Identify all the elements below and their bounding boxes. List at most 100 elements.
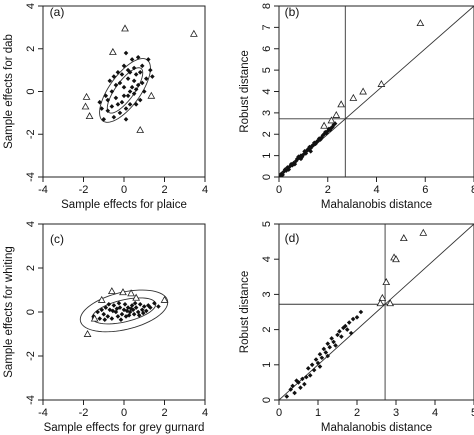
data-point [282,167,288,172]
data-point [111,303,117,308]
data-point [309,362,315,368]
outlier-point [83,329,92,337]
data-point [339,334,344,339]
data-point [125,93,131,99]
x-axis-title: Mahalanobis distance [321,199,432,211]
data-point [117,80,123,86]
data-point [315,360,321,366]
data-point [119,99,125,105]
data-point [110,308,116,314]
panel-label: (d) [285,231,300,245]
data-point [292,390,297,396]
data-point [139,63,145,69]
data-point [304,374,309,380]
outlier-point [419,228,428,236]
y-tick-label: 2 [25,46,37,52]
data-point [327,344,332,350]
data-point [304,147,310,153]
data-point [109,104,115,109]
y-tick-label: 1 [261,153,273,159]
outlier-point [136,125,145,133]
data-point [131,65,137,71]
data-point [99,106,105,111]
data-point [329,125,334,131]
panel-label: (a) [50,5,65,19]
x-tick-label: 8 [471,184,474,196]
data-point [111,74,117,79]
data-point [341,325,346,331]
x-tick-label: 3 [393,407,399,419]
y-tick-label: 7 [261,24,273,30]
outlier-point [189,29,198,37]
data-point [117,110,123,116]
y-axis-title: Robust distance [239,271,251,353]
outlier-point [327,116,336,124]
data-point [294,156,300,162]
plot-area [279,6,474,177]
data-point [137,302,143,307]
x-axis-title: Sample effects for plaice [61,199,187,211]
data-point [127,102,133,107]
data-point [125,67,131,73]
y-tick-label: 5 [261,67,273,73]
data-point [307,373,313,378]
data-point [321,346,327,352]
data-point [331,339,336,345]
x-tick-label: 0 [121,184,127,196]
outlier-point [416,19,425,27]
data-point [141,304,147,309]
data-point [148,67,153,73]
outlier-point [90,314,99,322]
data-point [128,306,134,311]
plot-frame [42,5,206,178]
data-point [130,307,136,313]
outlier-point [378,293,387,301]
data-point [335,332,340,338]
data-point [111,114,117,120]
data-point [284,394,290,399]
data-point [146,57,151,62]
data-point [131,311,137,317]
panel-label: (c) [50,232,64,246]
plot-area [81,24,198,133]
data-point [97,316,102,321]
data-point [121,93,127,99]
data-point [109,316,115,321]
data-point [329,336,334,341]
data-point [141,89,147,94]
data-point [133,305,139,310]
data-point [123,50,129,56]
data-point [300,376,305,382]
data-point [126,313,132,318]
data-point [327,127,333,133]
data-point [113,82,119,88]
data-point [143,308,149,314]
data-point [99,307,105,313]
x-tick-label: 4 [373,184,379,196]
outlier-point [376,299,385,307]
x-tick-label: 1 [315,407,321,419]
data-point [103,305,109,310]
data-point [156,304,161,309]
data-point [136,313,142,318]
panel-d: 0 1 2 3 4 5 0 1 2 3 4 5 Mahalanobis distance Robust d… [239,221,474,434]
data-point [131,78,137,84]
y-tick-label: -2 [25,129,37,139]
x-tick-label: 4 [202,407,208,419]
panel-a: -4 -2 0 2 4 -4 -2 0 2 4 Sample effects for plaice S… [3,3,208,211]
data-point [135,309,141,315]
data-point [101,116,107,122]
y-tick-label: 4 [261,256,273,262]
y-tick-label: 3 [261,291,273,297]
data-point [294,378,299,383]
data-point [137,97,143,103]
outlier-point [332,110,341,118]
data-point [325,353,331,359]
data-point [317,351,323,357]
x-tick-label: 6 [422,184,428,196]
y-tick-label: -4 [25,172,37,182]
data-point [123,106,129,111]
x-tick-label: -4 [38,407,48,419]
tolerance-ellipse [99,58,151,123]
